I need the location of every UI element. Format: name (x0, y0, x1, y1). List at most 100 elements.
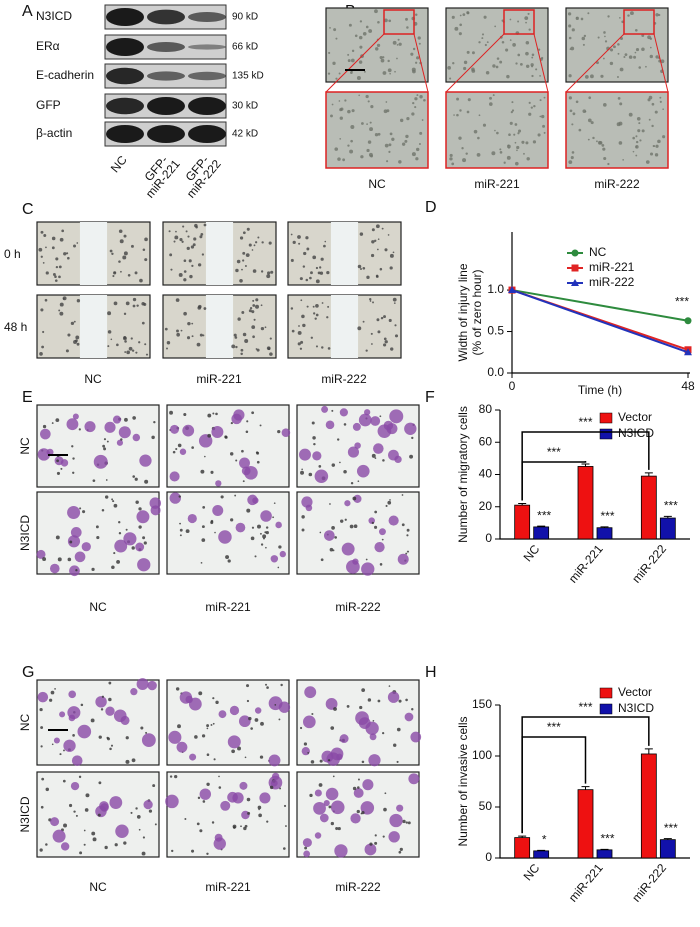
image-speck (331, 526, 335, 530)
image-speck (466, 110, 470, 114)
image-speck (246, 508, 251, 513)
image-speck (388, 685, 391, 687)
image-speck (142, 536, 146, 540)
image-speck (271, 772, 280, 781)
image-speck (361, 688, 366, 692)
image-speck (507, 144, 510, 147)
image-speck (67, 256, 70, 260)
image-speck (462, 158, 467, 163)
image-speck (325, 420, 335, 430)
image-speck (257, 236, 260, 239)
image-speck (285, 825, 287, 827)
image-speck (76, 342, 80, 346)
image-speck (56, 471, 61, 475)
image-speck (570, 46, 575, 51)
y-tick-label: 0.0 (487, 365, 504, 379)
image-speck (318, 465, 322, 468)
image-speck (134, 271, 138, 275)
image-speck (67, 333, 71, 337)
image-speck (349, 524, 354, 529)
image-speck (405, 134, 409, 139)
image-speck (568, 160, 573, 165)
image-speck (649, 54, 653, 59)
bracket (521, 736, 587, 834)
image-speck (607, 162, 610, 166)
image-speck (67, 557, 72, 562)
image-speck (179, 522, 181, 525)
image-speck (405, 821, 408, 824)
image-speck (257, 805, 262, 810)
legend-marker (571, 279, 579, 286)
image-speck (398, 699, 402, 703)
image-speck (514, 123, 518, 126)
image-speck (125, 528, 128, 531)
image-speck (70, 321, 75, 326)
image-speck (246, 699, 250, 703)
image-speck (514, 141, 517, 144)
image-speck (617, 52, 620, 55)
protein-label: E-cadherin (36, 68, 94, 82)
protein-label: ERα (36, 39, 60, 53)
legend-swatch (599, 428, 613, 440)
image-speck (203, 223, 207, 227)
image-speck (183, 311, 187, 316)
image-speck (258, 808, 260, 811)
image-speck (201, 538, 206, 542)
image-speck (635, 140, 639, 144)
image-speck (104, 845, 108, 850)
image-speck (517, 53, 521, 57)
image-speck (315, 266, 319, 270)
image-speck (65, 349, 69, 353)
image-speck (45, 271, 49, 275)
image-speck (492, 64, 496, 68)
image-speck (329, 547, 334, 552)
image-speck (183, 259, 187, 263)
image-speck (609, 61, 614, 66)
error-bar (644, 472, 653, 477)
image-speck (388, 19, 392, 23)
micrograph (296, 491, 420, 576)
image-speck (537, 133, 541, 137)
image-speck (359, 232, 364, 236)
error-bar (663, 515, 672, 519)
image-speck (84, 421, 96, 433)
size-label: 42 kD (232, 129, 258, 140)
image-speck (169, 253, 173, 257)
image-speck (260, 721, 264, 726)
image-speck (126, 350, 130, 355)
image-speck (632, 150, 635, 153)
image-speck (136, 815, 141, 819)
image-speck (123, 312, 127, 316)
image-speck (212, 722, 215, 725)
image-speck (206, 852, 209, 855)
image-speck (187, 513, 197, 524)
image-speck (508, 147, 510, 149)
image-speck (304, 686, 317, 699)
image-speck (374, 133, 379, 137)
image-speck (114, 539, 128, 553)
image-speck (297, 342, 301, 346)
image-speck (387, 68, 392, 73)
image-speck (265, 683, 268, 686)
image-speck (408, 773, 420, 785)
image-speck (107, 330, 112, 334)
zoom-box (623, 9, 655, 35)
image-speck (76, 299, 81, 303)
image-speck (392, 40, 397, 45)
image-speck (315, 304, 319, 308)
micrograph (36, 404, 160, 488)
image-speck (381, 538, 384, 541)
image-speck (389, 499, 391, 501)
image-speck (297, 330, 302, 335)
image-speck (386, 160, 389, 163)
image-speck (274, 704, 277, 706)
blot-band (106, 125, 144, 143)
image-speck (404, 139, 408, 143)
image-speck (323, 530, 335, 541)
image-speck (357, 778, 360, 781)
significance: *** (664, 499, 678, 513)
image-speck (632, 136, 635, 140)
image-speck (619, 17, 621, 19)
image-speck (524, 16, 529, 21)
image-speck (198, 304, 202, 309)
